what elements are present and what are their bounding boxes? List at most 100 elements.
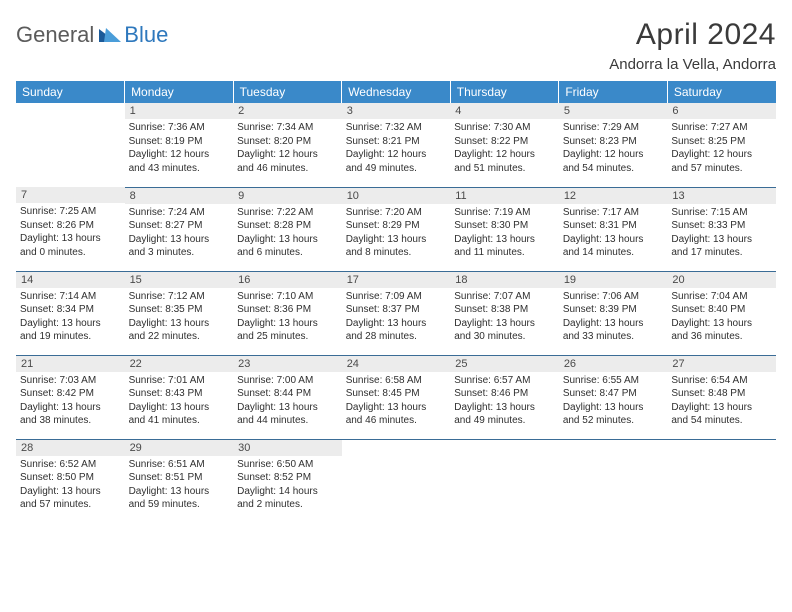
sunrise-text: Sunrise: 7:30 AM — [454, 121, 555, 135]
calendar-day-cell: 7Sunrise: 7:25 AMSunset: 8:26 PMDaylight… — [16, 187, 125, 271]
daylight-line2: and 51 minutes. — [454, 162, 555, 176]
calendar-week-row: 7Sunrise: 7:25 AMSunset: 8:26 PMDaylight… — [16, 187, 776, 271]
day-number: 25 — [450, 356, 559, 372]
daylight-line2: and 33 minutes. — [563, 330, 664, 344]
daylight-line2: and 2 minutes. — [237, 498, 338, 512]
calendar-day-cell: 23Sunrise: 7:00 AMSunset: 8:44 PMDayligh… — [233, 355, 342, 439]
sunset-text: Sunset: 8:37 PM — [346, 303, 447, 317]
sunrise-text: Sunrise: 6:54 AM — [671, 374, 772, 388]
sunrise-text: Sunrise: 7:09 AM — [346, 290, 447, 304]
sunrise-text: Sunrise: 7:07 AM — [454, 290, 555, 304]
daylight-line1: Daylight: 12 hours — [346, 148, 447, 162]
sunrise-text: Sunrise: 7:10 AM — [237, 290, 338, 304]
calendar-day-cell: 25Sunrise: 6:57 AMSunset: 8:46 PMDayligh… — [450, 355, 559, 439]
generalblue-logo: General Blue — [16, 22, 168, 48]
sunset-text: Sunset: 8:27 PM — [129, 219, 230, 233]
sunset-text: Sunset: 8:31 PM — [563, 219, 664, 233]
sunrise-text: Sunrise: 7:29 AM — [563, 121, 664, 135]
daylight-line1: Daylight: 13 hours — [671, 401, 772, 415]
daylight-line1: Daylight: 12 hours — [563, 148, 664, 162]
daylight-line2: and 38 minutes. — [20, 414, 121, 428]
sunset-text: Sunset: 8:43 PM — [129, 387, 230, 401]
calendar-week-row: 14Sunrise: 7:14 AMSunset: 8:34 PMDayligh… — [16, 271, 776, 355]
sunset-text: Sunset: 8:35 PM — [129, 303, 230, 317]
daylight-line1: Daylight: 13 hours — [346, 401, 447, 415]
sunrise-text: Sunrise: 7:03 AM — [20, 374, 121, 388]
sunrise-text: Sunrise: 7:14 AM — [20, 290, 121, 304]
sunrise-text: Sunrise: 6:50 AM — [237, 458, 338, 472]
sunrise-text: Sunrise: 6:57 AM — [454, 374, 555, 388]
day-info: Sunrise: 7:15 AMSunset: 8:33 PMDaylight:… — [667, 204, 776, 262]
day-number: 5 — [559, 103, 668, 119]
calendar-empty-cell — [342, 439, 451, 523]
daylight-line2: and 14 minutes. — [563, 246, 664, 260]
calendar-day-cell: 4Sunrise: 7:30 AMSunset: 8:22 PMDaylight… — [450, 103, 559, 187]
day-info: Sunrise: 7:27 AMSunset: 8:25 PMDaylight:… — [667, 119, 776, 177]
daylight-line2: and 59 minutes. — [129, 498, 230, 512]
sunset-text: Sunset: 8:44 PM — [237, 387, 338, 401]
daylight-line2: and 0 minutes. — [20, 246, 121, 260]
daylight-line2: and 57 minutes. — [671, 162, 772, 176]
calendar-day-cell: 19Sunrise: 7:06 AMSunset: 8:39 PMDayligh… — [559, 271, 668, 355]
daylight-line2: and 30 minutes. — [454, 330, 555, 344]
daylight-line2: and 44 minutes. — [237, 414, 338, 428]
day-info: Sunrise: 7:00 AMSunset: 8:44 PMDaylight:… — [233, 372, 342, 430]
day-number: 8 — [125, 188, 234, 204]
day-header: Wednesday — [342, 81, 451, 103]
sunrise-text: Sunrise: 7:25 AM — [20, 205, 121, 219]
sunrise-text: Sunrise: 7:24 AM — [129, 206, 230, 220]
daylight-line1: Daylight: 13 hours — [671, 317, 772, 331]
day-number: 30 — [233, 440, 342, 456]
sunrise-text: Sunrise: 7:19 AM — [454, 206, 555, 220]
calendar-day-cell: 28Sunrise: 6:52 AMSunset: 8:50 PMDayligh… — [16, 439, 125, 523]
day-number: 10 — [342, 188, 451, 204]
day-info: Sunrise: 7:24 AMSunset: 8:27 PMDaylight:… — [125, 204, 234, 262]
calendar-day-cell: 15Sunrise: 7:12 AMSunset: 8:35 PMDayligh… — [125, 271, 234, 355]
sunrise-text: Sunrise: 6:52 AM — [20, 458, 121, 472]
day-number: 1 — [125, 103, 234, 119]
sunrise-text: Sunrise: 6:58 AM — [346, 374, 447, 388]
calendar-day-cell: 11Sunrise: 7:19 AMSunset: 8:30 PMDayligh… — [450, 187, 559, 271]
sunset-text: Sunset: 8:20 PM — [237, 135, 338, 149]
daylight-line1: Daylight: 13 hours — [454, 401, 555, 415]
sunrise-text: Sunrise: 7:32 AM — [346, 121, 447, 135]
calendar-day-cell: 17Sunrise: 7:09 AMSunset: 8:37 PMDayligh… — [342, 271, 451, 355]
daylight-line2: and 54 minutes. — [563, 162, 664, 176]
sunrise-text: Sunrise: 7:12 AM — [129, 290, 230, 304]
day-header: Thursday — [450, 81, 559, 103]
sunset-text: Sunset: 8:29 PM — [346, 219, 447, 233]
daylight-line1: Daylight: 13 hours — [237, 317, 338, 331]
logo-triangle-icon — [99, 26, 121, 47]
calendar-week-row: 21Sunrise: 7:03 AMSunset: 8:42 PMDayligh… — [16, 355, 776, 439]
day-info: Sunrise: 7:14 AMSunset: 8:34 PMDaylight:… — [16, 288, 125, 346]
sunrise-text: Sunrise: 7:22 AM — [237, 206, 338, 220]
day-info: Sunrise: 7:19 AMSunset: 8:30 PMDaylight:… — [450, 204, 559, 262]
daylight-line1: Daylight: 13 hours — [129, 317, 230, 331]
sunset-text: Sunset: 8:46 PM — [454, 387, 555, 401]
day-number: 29 — [125, 440, 234, 456]
sunrise-text: Sunrise: 7:01 AM — [129, 374, 230, 388]
day-number: 20 — [667, 272, 776, 288]
daylight-line2: and 28 minutes. — [346, 330, 447, 344]
calendar-week-row: 28Sunrise: 6:52 AMSunset: 8:50 PMDayligh… — [16, 439, 776, 523]
day-header: Tuesday — [233, 81, 342, 103]
daylight-line1: Daylight: 13 hours — [237, 401, 338, 415]
calendar-day-cell: 6Sunrise: 7:27 AMSunset: 8:25 PMDaylight… — [667, 103, 776, 187]
daylight-line2: and 11 minutes. — [454, 246, 555, 260]
day-header: Monday — [125, 81, 234, 103]
day-info: Sunrise: 6:57 AMSunset: 8:46 PMDaylight:… — [450, 372, 559, 430]
daylight-line2: and 43 minutes. — [129, 162, 230, 176]
logo-text-blue: Blue — [124, 22, 168, 48]
daylight-line1: Daylight: 12 hours — [237, 148, 338, 162]
sunrise-text: Sunrise: 7:06 AM — [563, 290, 664, 304]
sunset-text: Sunset: 8:51 PM — [129, 471, 230, 485]
day-header: Friday — [559, 81, 668, 103]
day-number: 7 — [16, 187, 125, 203]
day-number: 6 — [667, 103, 776, 119]
daylight-line1: Daylight: 13 hours — [563, 401, 664, 415]
daylight-line2: and 6 minutes. — [237, 246, 338, 260]
day-info: Sunrise: 7:20 AMSunset: 8:29 PMDaylight:… — [342, 204, 451, 262]
day-number: 9 — [233, 188, 342, 204]
page-header: General Blue April 2024 Andorra la Vella… — [16, 18, 776, 73]
daylight-line2: and 46 minutes. — [237, 162, 338, 176]
